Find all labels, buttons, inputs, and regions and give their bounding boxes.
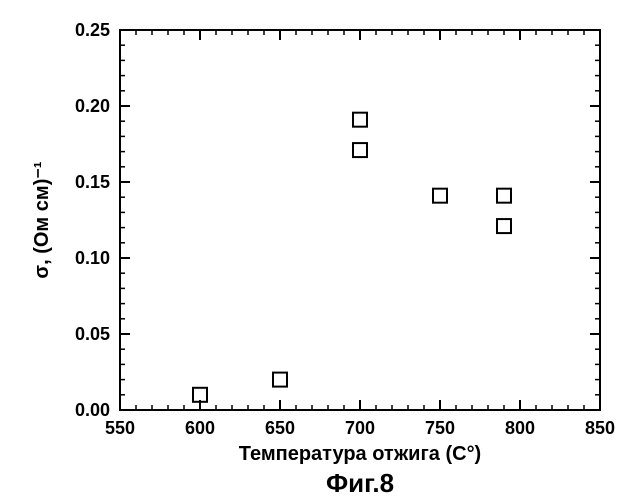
data-point	[497, 189, 511, 203]
svg-text:700: 700	[345, 418, 375, 438]
data-point	[353, 143, 367, 157]
svg-text:0.25: 0.25	[75, 20, 110, 40]
data-point	[497, 219, 511, 233]
svg-text:0.10: 0.10	[75, 248, 110, 268]
svg-text:800: 800	[505, 418, 535, 438]
x-axis-title: Температура отжига (C°)	[239, 443, 481, 465]
svg-text:0.20: 0.20	[75, 96, 110, 116]
svg-text:550: 550	[105, 418, 135, 438]
svg-text:0.05: 0.05	[75, 324, 110, 344]
svg-text:0.15: 0.15	[75, 172, 110, 192]
data-point	[193, 388, 207, 402]
data-point	[273, 373, 287, 387]
svg-text:850: 850	[585, 418, 615, 438]
data-point	[433, 189, 447, 203]
svg-text:0.00: 0.00	[75, 400, 110, 420]
scatter-chart: 550 600 650 700 750 800 850 0.00 0.05 0.10 0.15 0.2…	[0, 0, 636, 500]
svg-text:600: 600	[185, 418, 215, 438]
y-axis-title: σ, (Ом см)⁻¹	[31, 161, 53, 278]
figure-caption: Фиг.8	[326, 468, 394, 498]
svg-text:650: 650	[265, 418, 295, 438]
svg-text:750: 750	[425, 418, 455, 438]
data-point	[353, 113, 367, 127]
